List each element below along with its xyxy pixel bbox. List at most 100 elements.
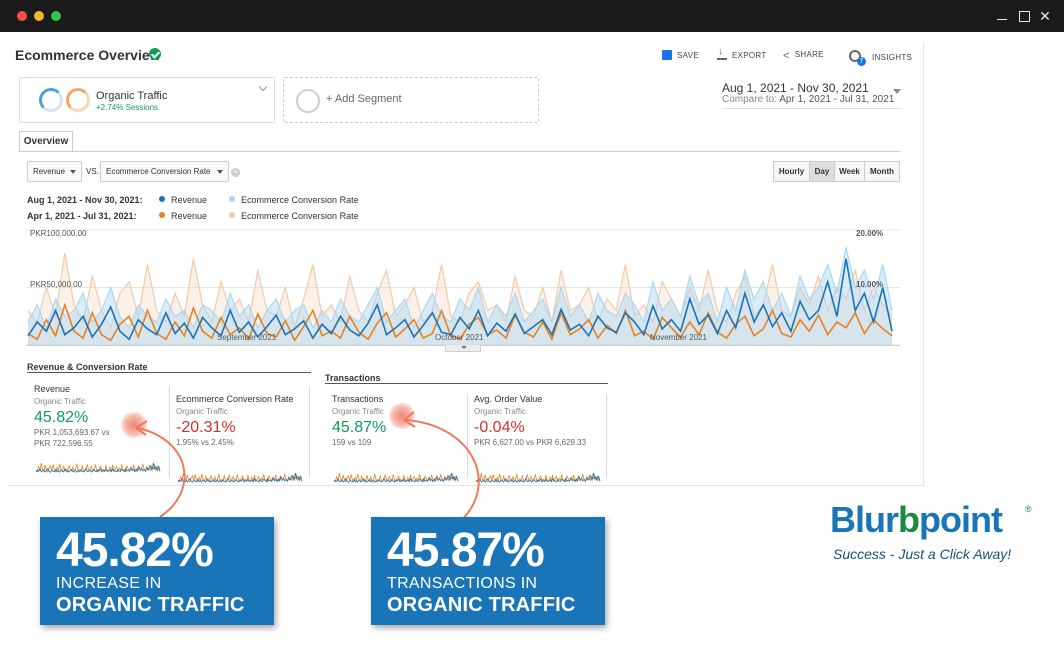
card-value: 45.82% [34,409,89,426]
granularity-week[interactable]: Week [834,161,865,182]
date-dropdown-icon[interactable] [893,89,901,94]
export-button[interactable]: EXPORT [717,46,767,60]
series-area [28,247,892,345]
card-title: Transactions [332,394,384,404]
card-value: 45.87% [332,419,387,436]
card-compare: PKR 1,053,693.67 vs [34,428,110,437]
divider [325,383,608,384]
share-label: SHARE [794,50,824,59]
sparkline-series [35,462,161,473]
metric-select-primary[interactable]: Revenue [27,161,82,182]
callout-organic-traffic: 45.82% INCREASE IN ORGANIC TRAFFIC [40,517,274,625]
y-axis-right-mid: 10.00% [856,280,884,289]
card-title: Revenue [34,384,71,394]
card-segment: Organic Traffic [474,407,526,416]
sparkline-series [333,472,459,483]
logo-part: b [898,499,920,540]
callout-line2: ORGANIC TRAFFIC [56,594,245,616]
insights-label: INSIGHTS [872,53,913,62]
verified-check-icon [149,48,161,60]
legend-period: Apr 1, 2021 - Jul 31, 2021: [27,211,137,221]
callout-line2: ORGANIC TRAFFIC [387,594,576,616]
legend-swatch-icon [229,212,236,218]
vs-label: VS. [86,167,99,176]
callout-line1: INCREASE IN [56,575,162,592]
insights-button[interactable]: INSIGHTS [849,50,913,66]
x-axis-label: October 2021 [435,333,484,342]
share-button[interactable]: < SHARE [783,50,824,62]
tab-overview[interactable]: Overview [19,131,73,152]
series-line [27,252,893,331]
card-title: Avg. Order Value [474,394,543,404]
card-value: -0.04% [474,419,525,436]
series-line [27,258,893,341]
save-label: SAVE [677,51,699,60]
sparkline [177,472,303,484]
close-icon[interactable]: ✕ [1039,8,1051,24]
callout-transactions: 45.87% TRANSACTIONS IN ORGANIC TRAFFIC [371,517,605,625]
section-title-transactions: Transactions [325,373,381,383]
granularity-month[interactable]: Month [864,161,900,182]
card-segment: Organic Traffic [34,397,86,406]
section-title-revenue: Revenue & Conversion Rate [27,362,148,372]
sparkline [475,472,601,484]
minimize-dot-icon[interactable] [34,11,44,21]
callout-line1: TRANSACTIONS IN [387,575,538,592]
y-axis-right-top: 20.00% [856,229,884,238]
sparkline [35,462,161,474]
metric-card-transactions[interactable]: Transactions Organic Traffic 45.87% 159 … [332,394,460,484]
divider [19,151,900,152]
logo-tagline: Success - Just a Click Away! [833,546,1012,562]
card-segment: Organic Traffic [176,407,228,416]
metric-card-aov[interactable]: Avg. Order Value Organic Traffic -0.04% … [474,394,602,484]
y-axis-left-top: PKR100,000.00 [30,229,87,238]
x-axis-label: September 2021 [217,333,277,342]
add-segment-button[interactable]: + Add Segment [283,77,539,123]
callout-number: 45.87% [387,524,545,577]
metric-card-revenue[interactable]: Revenue Organic Traffic 45.82% PKR 1,053… [34,384,162,474]
divider [722,108,902,109]
segment-ring-icon [39,88,63,112]
legend-swatch-icon [159,212,165,218]
logo-part: point [919,499,1003,540]
arrow-curve [137,427,186,518]
maximize-dot-icon[interactable] [51,11,61,21]
chart-resize-handle[interactable] [445,345,481,352]
share-icon: < [783,50,790,62]
legend-revenue: Revenue [171,211,208,221]
logo-wordmark: Blurbpoint [830,499,1003,541]
legend-conversion: Ecommerce Conversion Rate [241,195,359,205]
close-dot-icon[interactable] [17,11,27,21]
logo-part: Blur [830,499,899,540]
save-icon [662,50,672,60]
metric-select-secondary[interactable]: Ecommerce Conversion Rate [100,161,229,182]
card-compare: 1.95% vs 2.45% [176,438,234,447]
arrow-curve [405,419,480,521]
sparkline-series [177,472,303,483]
legend-revenue: Revenue [171,195,208,205]
segment-card[interactable]: Organic Traffic +2.74% Sessions [19,77,275,123]
divider [467,394,468,478]
segment-ring-icon [66,88,90,112]
segment-change: +2.74% Sessions [96,103,159,112]
add-segment-label: + Add Segment [326,93,402,105]
callout-number: 45.82% [56,524,214,577]
remove-metric-icon[interactable]: × [231,168,240,177]
compare-label: Compare to: [722,94,778,105]
date-range[interactable]: Aug 1, 2021 - Nov 30, 2021 [722,81,869,95]
analytics-panel: Ecommerce Overview SAVE EXPORT < SHARE IN… [8,42,924,486]
compare-range: Apr 1, 2021 - Jul 31, 2021 [779,94,895,105]
legend-swatch-icon [229,196,236,202]
card-compare: PKR 722,596.55 [34,439,93,448]
legend-current: Aug 1, 2021 - Nov 30, 2021: Revenue Ecomme… [27,195,359,205]
window-titlebar: ✕ [0,0,1064,32]
save-button[interactable]: SAVE [662,50,699,60]
card-title: Ecommerce Conversion Rate [176,394,294,404]
series-area [28,253,892,345]
sparkline [333,472,459,484]
registered-mark: ® [1025,504,1032,514]
brand-logo: Blurbpoint ® Success - Just a Click Away… [830,499,1040,569]
divider [169,386,170,478]
metric-card-conversion[interactable]: Ecommerce Conversion Rate Organic Traffi… [176,394,304,484]
